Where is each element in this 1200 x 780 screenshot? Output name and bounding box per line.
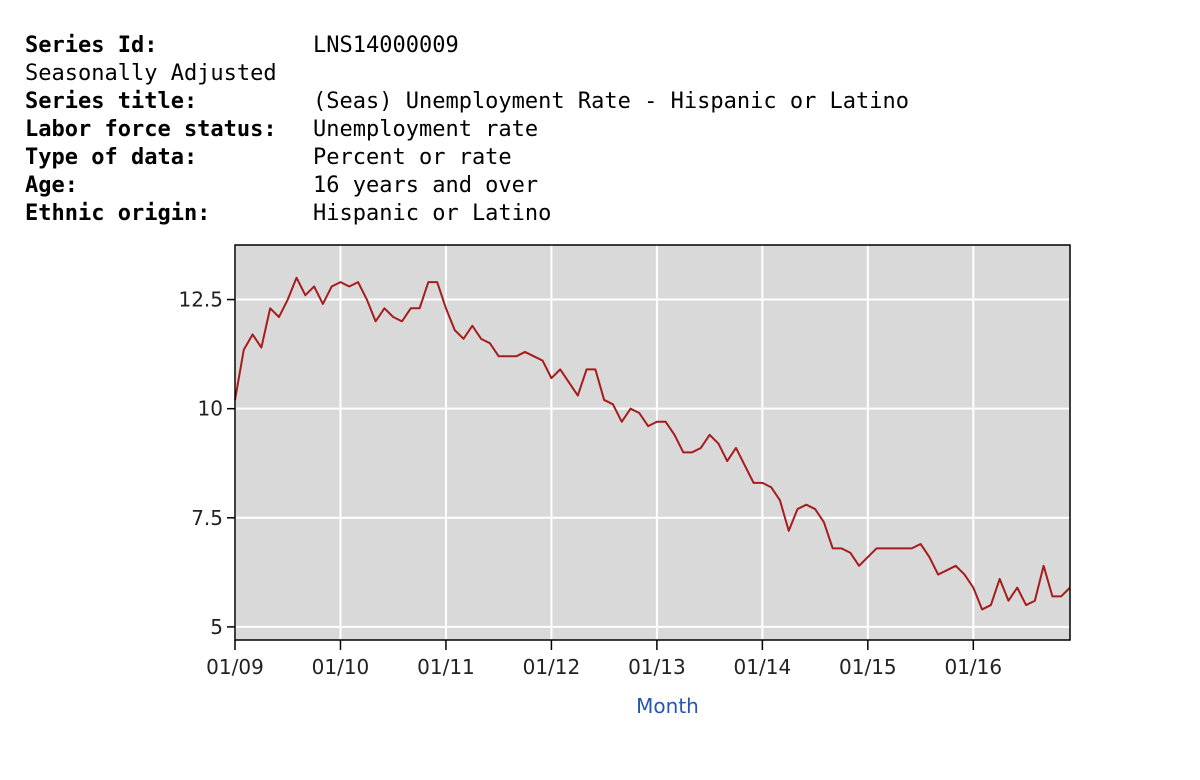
x-tick-label: 01/16 [944,655,1002,679]
field-value: Hispanic or Latino [313,201,551,226]
plot-border [234,244,1071,641]
data-line [234,276,1071,611]
series-header: Series Id: LNS14000009 Seasonally Adjusted… [25,33,909,226]
y-tick-label: 12.5 [178,288,223,312]
field-label: Ethnic origin: [25,201,210,226]
y-tick-label: 5 [210,615,223,639]
x-tick-label: 01/13 [628,655,686,679]
x-axis-title: Month [636,694,699,718]
field-value: LNS14000009 [313,33,459,58]
field-label: Type of data: [25,145,197,170]
header-note: Seasonally Adjusted [25,61,277,86]
field-label: Labor force status: [25,117,277,142]
x-tick-label: 01/10 [312,655,370,679]
field-label: Series title: [25,89,197,114]
x-tick-label: 01/12 [523,655,581,679]
field-label: Series Id: [25,33,157,58]
y-tick-label: 10 [198,397,223,421]
x-tick-label: 01/11 [417,655,475,679]
field-value: 16 years and over [313,173,538,198]
plot-area [235,245,1070,640]
x-tick-label: 01/14 [734,655,792,679]
x-tick-label: 01/09 [206,655,264,679]
field-label: Age: [25,173,78,198]
field-value: (Seas) Unemployment Rate - Hispanic or L… [313,89,909,114]
chart: 01/09 01/10 01/11 01/12 01/13 01/14 01/15 01/16… [178,244,1071,718]
field-value: Percent or rate [313,145,512,170]
field-value: Unemployment rate [313,117,538,142]
x-tick-label: 01/15 [839,655,897,679]
y-tick-label: 7.5 [191,506,223,530]
